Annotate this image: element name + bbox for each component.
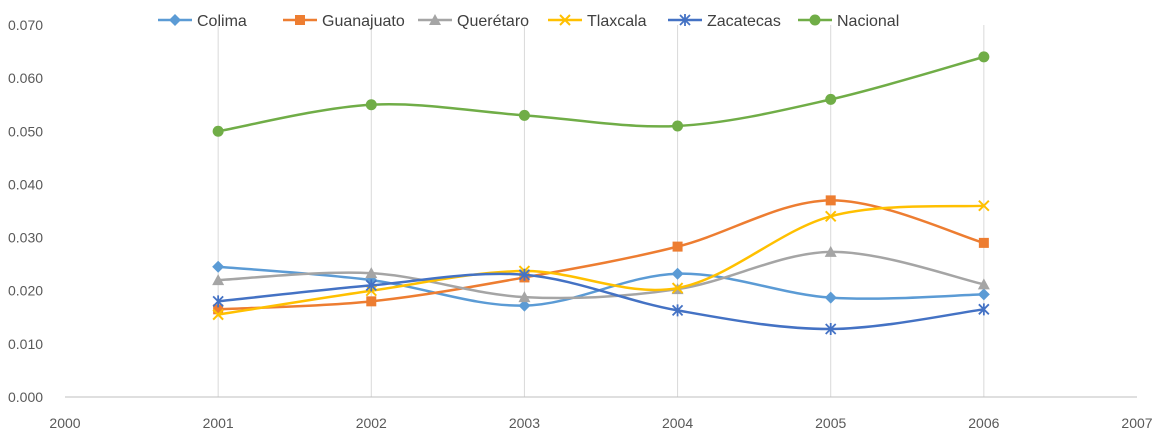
legend: Colima Guanajuato Querétaro Tlaxcala Zacatec… bbox=[158, 13, 899, 30]
legend-label: Nacional bbox=[837, 13, 899, 30]
y-tick-label: 0.010 bbox=[8, 336, 43, 352]
y-tick-label: 0.020 bbox=[8, 283, 43, 299]
data-point bbox=[212, 274, 225, 286]
legend-marker bbox=[679, 14, 691, 26]
series-zacatecas bbox=[212, 268, 990, 335]
data-point bbox=[212, 295, 224, 308]
data-point bbox=[978, 199, 990, 212]
series-layer bbox=[212, 51, 990, 335]
series-nacional bbox=[212, 51, 990, 137]
data-point bbox=[978, 303, 990, 316]
data-point bbox=[672, 120, 684, 132]
legend-marker bbox=[169, 14, 181, 26]
x-tick-label: 2005 bbox=[815, 415, 846, 431]
legend-item: Colima bbox=[158, 13, 247, 30]
data-point bbox=[212, 260, 225, 273]
x-tick-label: 2002 bbox=[356, 415, 387, 431]
x-tick-label: 2003 bbox=[509, 415, 540, 431]
legend-marker bbox=[559, 14, 571, 26]
grid-layer bbox=[217, 25, 985, 397]
data-point bbox=[365, 99, 377, 111]
series-line bbox=[217, 55, 985, 133]
legend-item: Zacatecas bbox=[668, 13, 781, 30]
data-point bbox=[824, 245, 837, 257]
data-point bbox=[671, 282, 684, 294]
data-point bbox=[978, 51, 990, 63]
legend-marker bbox=[429, 14, 441, 25]
data-point bbox=[671, 267, 684, 280]
legend-item: Nacional bbox=[798, 13, 899, 30]
axis-layer: 2000 2001 2002 2003 2004 2005 2006 2007 0.000 0.0… bbox=[8, 17, 1153, 431]
data-point bbox=[671, 304, 684, 317]
legend-label: Tlaxcala bbox=[587, 13, 647, 30]
series-line bbox=[218, 250, 985, 300]
y-tick-label: 0.040 bbox=[8, 176, 43, 192]
x-tick-label: 2004 bbox=[662, 415, 693, 431]
x-tick-label: 2001 bbox=[203, 415, 234, 431]
series-tlaxcala bbox=[212, 199, 990, 321]
y-tick-label: 0.070 bbox=[8, 17, 43, 33]
data-point bbox=[825, 93, 837, 105]
x-tick-label: 2006 bbox=[968, 415, 999, 431]
data-point bbox=[825, 210, 837, 223]
y-tick-label: 0.050 bbox=[8, 123, 43, 139]
series-line bbox=[217, 204, 984, 316]
series-line bbox=[218, 272, 985, 331]
data-point bbox=[518, 291, 531, 303]
legend-label: Guanajuato bbox=[322, 13, 405, 30]
data-point bbox=[518, 299, 531, 312]
data-point bbox=[212, 308, 224, 321]
x-tick-label: 2007 bbox=[1121, 415, 1152, 431]
legend-label: Zacatecas bbox=[707, 13, 781, 30]
data-point bbox=[825, 322, 837, 335]
data-point bbox=[518, 109, 530, 121]
y-tick-label: 0.000 bbox=[8, 389, 43, 405]
data-point bbox=[977, 278, 990, 290]
data-point bbox=[672, 241, 683, 252]
legend-marker bbox=[295, 15, 305, 25]
legend-label: Colima bbox=[197, 13, 247, 30]
data-point bbox=[825, 195, 836, 206]
data-point bbox=[365, 267, 378, 279]
legend-item: Guanajuato bbox=[283, 13, 405, 30]
legend-item: Querétaro bbox=[418, 13, 529, 30]
data-point bbox=[365, 279, 377, 292]
legend-marker bbox=[809, 14, 821, 26]
data-point bbox=[978, 237, 989, 248]
y-tick-label: 0.030 bbox=[8, 230, 43, 246]
series-querétaro bbox=[212, 245, 990, 303]
x-tick-label: 2000 bbox=[49, 415, 80, 431]
series-line bbox=[218, 199, 985, 311]
legend-item: Tlaxcala bbox=[548, 13, 647, 30]
data-point bbox=[977, 288, 990, 301]
data-point bbox=[518, 268, 531, 281]
data-point bbox=[212, 125, 224, 137]
legend-label: Querétaro bbox=[457, 13, 529, 30]
data-point bbox=[824, 291, 837, 304]
data-point bbox=[213, 304, 224, 315]
data-point bbox=[366, 296, 377, 307]
y-tick-label: 0.060 bbox=[8, 70, 43, 86]
